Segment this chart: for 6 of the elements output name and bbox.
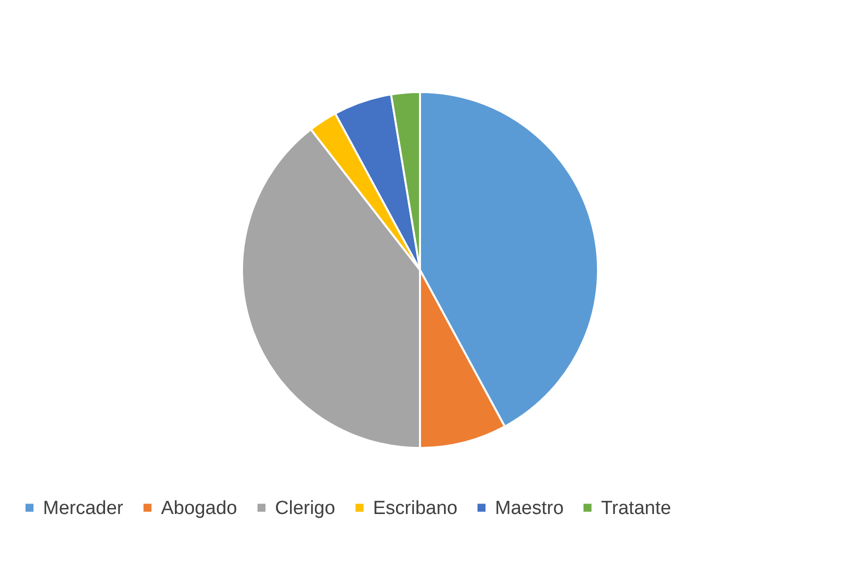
legend-label: Maestro	[495, 498, 564, 519]
legend-label: Escribano	[373, 498, 458, 519]
legend-label: Abogado	[161, 498, 238, 519]
legend-label: Mercader	[43, 498, 124, 519]
legend-label: Tratante	[601, 498, 672, 519]
legend-label: Clerigo	[275, 498, 336, 519]
